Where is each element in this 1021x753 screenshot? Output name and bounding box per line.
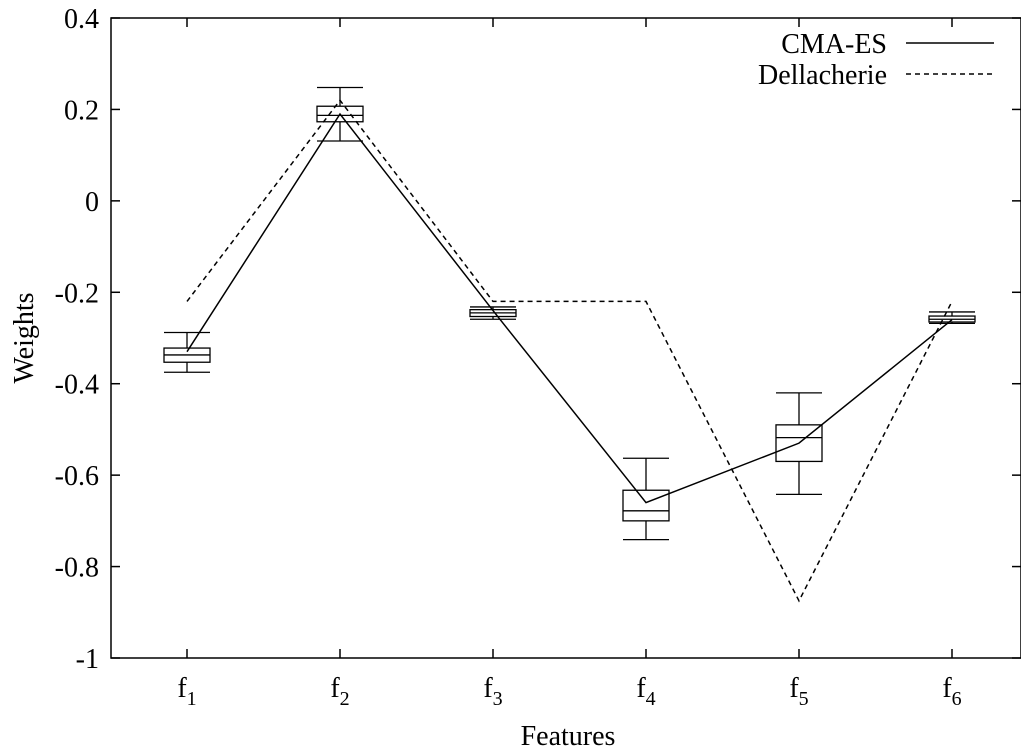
y-axis-title: Weights: [9, 292, 40, 383]
boxplot: [469, 306, 517, 320]
x-tick-label: f1: [177, 673, 196, 710]
x-tick-label: f5: [789, 673, 808, 710]
legend-label: Dellacherie: [758, 60, 887, 91]
x-tick-label: f3: [483, 673, 502, 710]
x-tick-label: f4: [636, 673, 655, 710]
boxplot: [622, 457, 670, 541]
boxplot-box: [316, 105, 364, 123]
y-tick-label: -0.2: [55, 278, 99, 309]
y-tick-label: -0.8: [55, 553, 99, 584]
boxplot: [163, 331, 211, 373]
series-line-cma-es: [186, 112, 953, 504]
x-axis: f1 f2 f3 f4 f5 f6: [177, 18, 962, 710]
boxplot-box: [622, 489, 670, 522]
x-tick-label: f2: [330, 673, 349, 710]
y-tick-label: -0.4: [55, 370, 99, 401]
boxplot: [775, 392, 823, 495]
x-axis-title: Features: [521, 721, 616, 752]
series-lines: [186, 99, 953, 603]
y-tick-label: 0.2: [64, 95, 99, 126]
y-tick-label: -0.6: [55, 461, 99, 492]
boxplot-box: [775, 424, 823, 463]
boxplots: [163, 86, 976, 541]
boxplot: [928, 311, 976, 325]
y-tick-label: 0: [85, 187, 99, 218]
y-tick-label: -1: [76, 644, 99, 675]
x-tick-label: f6: [942, 673, 961, 710]
series-line-dellacherie: [186, 99, 953, 603]
plot-frame: [110, 17, 1021, 659]
y-tick-label: 0.4: [64, 4, 99, 35]
y-axis: -1 -0.8 -0.6 -0.4 -0.2 0 0.2 0.4: [55, 4, 1021, 675]
legend-label: CMA-ES: [781, 29, 887, 60]
